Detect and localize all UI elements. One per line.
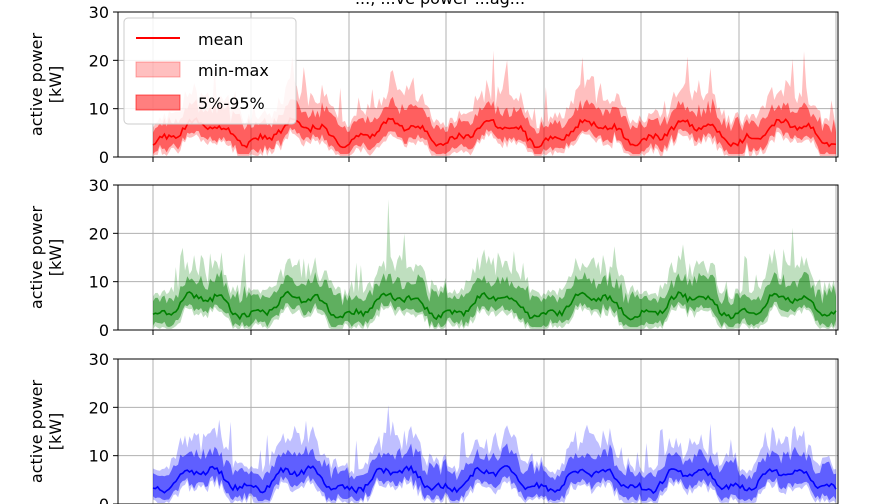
y-axis-label: active power[kW] bbox=[27, 379, 65, 483]
y-tick-label: 10 bbox=[89, 100, 109, 119]
mean-line bbox=[152, 290, 837, 321]
y-tick-label: 30 bbox=[89, 3, 109, 22]
legend-minmax-swatch bbox=[135, 61, 181, 78]
legend-p5p95-swatch bbox=[135, 94, 181, 111]
y-tick-label: 20 bbox=[89, 224, 109, 243]
panel-1: 0 10 20 30 active power[kW] mean min-max 5%-95% bbox=[27, 3, 839, 167]
y-tick-label: 0 bbox=[99, 148, 109, 167]
y-tick-label: 10 bbox=[89, 273, 109, 292]
y-axis-label-line2: [kW] bbox=[46, 413, 65, 451]
figure-title-fragment: ..., ...ve power ...ag... bbox=[355, 0, 525, 8]
y-tick-label: 10 bbox=[89, 447, 109, 466]
legend-label-p5p95: 5%-95% bbox=[198, 94, 265, 113]
y-axis-label-line2: [kW] bbox=[46, 239, 65, 277]
y-axis-label: active power[kW] bbox=[27, 205, 65, 309]
y-tick-label: 30 bbox=[89, 350, 109, 369]
y-tick-label: 0 bbox=[99, 321, 109, 340]
axes-frame bbox=[117, 11, 839, 158]
p5-p95-band bbox=[153, 443, 836, 502]
legend-label-minmax: min-max bbox=[198, 61, 269, 80]
axes-frame bbox=[117, 184, 839, 331]
y-axis-label-line1: active power bbox=[27, 379, 46, 483]
panel-2: 0 10 20 30 active power[kW] bbox=[27, 176, 839, 340]
y-tick-label: 30 bbox=[89, 176, 109, 195]
y-axis-label-line2: [kW] bbox=[46, 66, 65, 104]
y-tick-label: 0 bbox=[99, 495, 109, 504]
legend: mean min-max 5%-95% bbox=[123, 17, 297, 125]
y-axis-label-line1: active power bbox=[27, 205, 46, 309]
mean-line bbox=[152, 464, 837, 495]
panel-3: 0 10 20 30 active power[kW] bbox=[27, 350, 839, 504]
legend-label-mean: mean bbox=[198, 30, 243, 49]
axes-frame bbox=[117, 358, 839, 504]
y-tick-label: 20 bbox=[89, 51, 109, 70]
mean-line bbox=[152, 117, 837, 149]
y-tick-label: 20 bbox=[89, 398, 109, 417]
y-axis-label: active power[kW] bbox=[27, 32, 65, 136]
y-axis-label-line1: active power bbox=[27, 32, 46, 136]
p5-p95-band bbox=[153, 96, 836, 155]
